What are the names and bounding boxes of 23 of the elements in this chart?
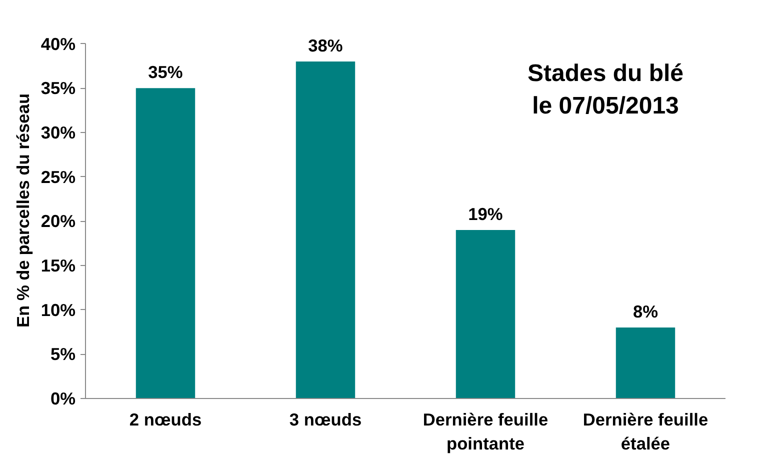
y-tick-label: 0% (50, 388, 76, 408)
x-tick-label: 3 nœuds (289, 410, 362, 430)
y-axis-title: En % de parcelles du réseau (12, 93, 33, 328)
x-tick-label: Dernière feuille pointante (422, 410, 548, 454)
y-tick-label: 40% (40, 34, 76, 54)
y-tick-label: 5% (50, 344, 76, 364)
y-tick-label: 30% (40, 122, 76, 142)
data-label: 38% (308, 36, 343, 56)
x-tick-label: Dernière feuille étalée (582, 410, 708, 454)
bar (136, 88, 196, 398)
x-tick-label: 2 nœuds (129, 410, 202, 430)
y-tick-label: 35% (40, 78, 76, 98)
y-tick-label: 15% (40, 255, 76, 276)
y-tick-label: 10% (40, 300, 76, 320)
data-label: 19% (468, 204, 503, 224)
text: Stades du blé le 07/05/2013 (527, 60, 684, 120)
data-label: 8% (632, 302, 658, 322)
y-tick-label: 25% (40, 166, 76, 187)
y-tick-label: 20% (40, 211, 76, 232)
data-label: 35% (148, 62, 183, 82)
bar (616, 328, 676, 398)
bar (296, 62, 356, 398)
bar (456, 230, 516, 398)
